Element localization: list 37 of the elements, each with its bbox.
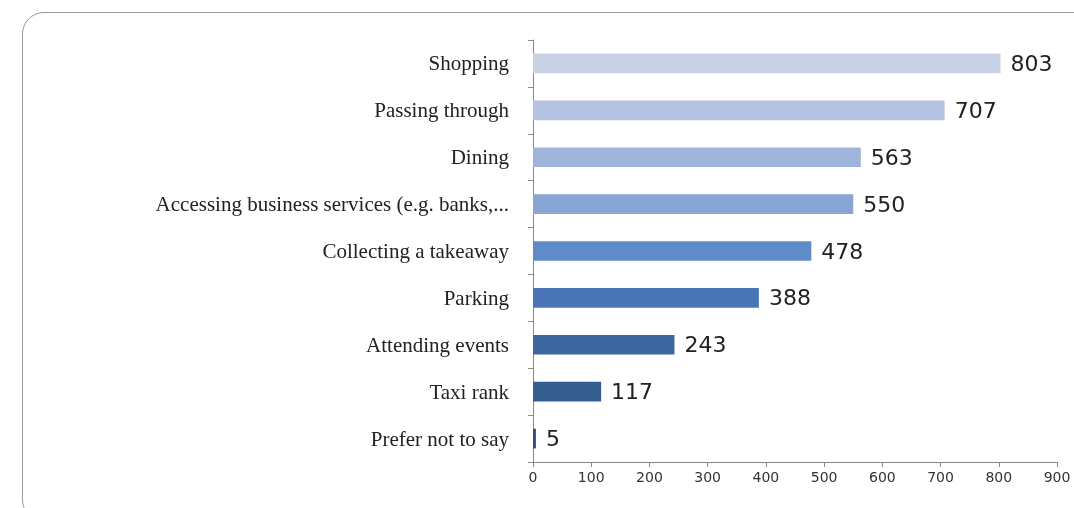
x-tick-label: 200 (636, 469, 663, 485)
y-tick-label: Accessing business services (e.g. banks,... (155, 192, 509, 217)
y-tick-label: Prefer not to say (370, 426, 510, 451)
y-tick-label: Taxi rank (429, 379, 510, 404)
data-label: 243 (684, 332, 727, 358)
x-tick-label: 800 (985, 469, 1013, 485)
bar (533, 241, 812, 261)
x-tick-label: 600 (868, 469, 896, 485)
x-tick-label: 900 (1043, 469, 1071, 485)
x-tick-label: 400 (752, 469, 780, 485)
bar (533, 428, 536, 449)
data-label: 117 (611, 379, 654, 405)
data-label: 388 (768, 285, 811, 311)
bar (533, 381, 602, 402)
y-tick-label: Dining (450, 145, 510, 170)
y-tick-label: Attending events (366, 332, 509, 357)
bar (533, 147, 861, 168)
y-tick-label: Parking (443, 285, 510, 310)
bar (533, 288, 759, 308)
bar (533, 53, 1001, 74)
bar (533, 334, 675, 355)
x-tick-label: 700 (927, 469, 954, 485)
x-tick-label: 0 (528, 469, 538, 485)
data-label: 563 (870, 144, 913, 170)
bar (533, 194, 854, 214)
data-label: 707 (954, 97, 997, 123)
bar (533, 100, 945, 121)
x-tick-label: 500 (810, 469, 838, 485)
data-label: 803 (1010, 50, 1053, 76)
y-tick-label: Shopping (428, 51, 510, 76)
data-label: 5 (545, 426, 560, 452)
x-tick-label: 100 (577, 469, 605, 485)
y-tick-label: Passing through (374, 98, 510, 123)
x-tick-label: 300 (694, 469, 722, 485)
data-label: 478 (821, 238, 864, 264)
y-tick-label: Collecting a takeaway (322, 239, 510, 263)
data-label: 550 (863, 191, 906, 217)
